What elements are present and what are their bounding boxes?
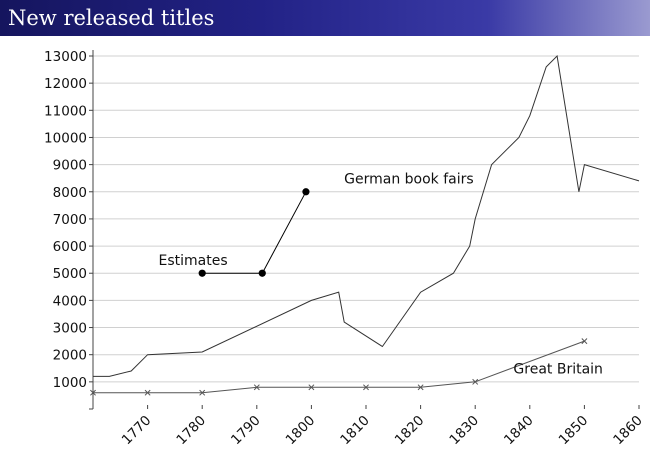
- slide-header: New released titles: [0, 0, 650, 36]
- line-chart: 1000 2000 3000 4000 5000 6000 7000 8000 9000 1000…: [44, 49, 646, 448]
- x-tick-label-1770: 1770: [119, 413, 155, 449]
- y-tick-label-10000: 10000: [44, 130, 87, 146]
- y-tick-label-4000: 4000: [53, 293, 87, 309]
- axes: [89, 50, 640, 410]
- x-tick-label-1840: 1840: [501, 413, 537, 449]
- marker-great-britain-8: [581, 338, 588, 345]
- marker-stroke: [199, 389, 206, 396]
- labels: 1000 2000 3000 4000 5000 6000 7000 8000 9000 1000…: [44, 49, 646, 448]
- y-tick-label-7000: 7000: [53, 212, 87, 228]
- y-tick-label-9000: 9000: [53, 158, 87, 174]
- grid-lines: [93, 55, 639, 383]
- y-tick-label-1000: 1000: [53, 375, 87, 391]
- marker-stroke: [417, 384, 424, 391]
- marker-estimates-0: [198, 269, 206, 277]
- x-tick-label-1860: 1860: [610, 413, 646, 449]
- x-tick-label-1800: 1800: [283, 413, 319, 449]
- y-tick-label-11000: 11000: [44, 103, 87, 119]
- x-tick-label-1830: 1830: [446, 413, 482, 449]
- marker-stroke: [144, 389, 151, 396]
- x-tick-label-1820: 1820: [392, 413, 428, 449]
- x-tick-label-1810: 1810: [337, 413, 373, 449]
- series-line-great-britain: [93, 340, 585, 394]
- marker-great-britain-3: [253, 384, 260, 391]
- marker-stroke: [90, 389, 96, 396]
- marker-estimates-2: [302, 188, 310, 196]
- markers: [90, 188, 588, 396]
- marker-stroke: [472, 378, 479, 385]
- y-tick-label-13000: 13000: [44, 49, 87, 65]
- y-tick-label-8000: 8000: [53, 185, 87, 201]
- y-tick-label-2000: 2000: [53, 348, 87, 364]
- y-tick-label-3000: 3000: [53, 321, 87, 337]
- annotation-estimates: Estimates: [159, 253, 228, 269]
- y-tick-label-5000: 5000: [53, 266, 87, 282]
- marker-stroke: [581, 338, 588, 345]
- y-tick-label-6000: 6000: [53, 239, 87, 255]
- annotation-great-britain: Great Britain: [513, 362, 603, 378]
- marker-great-britain-0: [90, 389, 96, 396]
- slide-title: New released titles: [8, 6, 215, 30]
- marker-estimates-1: [258, 269, 266, 277]
- series: [93, 54, 640, 394]
- x-tick-label-1850: 1850: [556, 413, 592, 449]
- marker-great-britain-1: [144, 389, 151, 396]
- x-tick-label-1790: 1790: [228, 413, 264, 449]
- marker-stroke: [253, 384, 260, 391]
- marker-great-britain-7: [472, 378, 479, 385]
- annotation-german-book-fairs: German book fairs: [344, 172, 474, 188]
- marker-great-britain-2: [199, 389, 206, 396]
- marker-great-britain-5: [363, 384, 369, 391]
- marker-stroke: [363, 384, 369, 391]
- marker-great-britain-6: [417, 384, 424, 391]
- marker-stroke: [308, 384, 315, 391]
- y-tick-label-12000: 12000: [44, 76, 87, 92]
- marker-great-britain-4: [308, 384, 315, 391]
- x-tick-label-1780: 1780: [173, 413, 209, 449]
- series-line-german-book-fairs: [93, 54, 640, 377]
